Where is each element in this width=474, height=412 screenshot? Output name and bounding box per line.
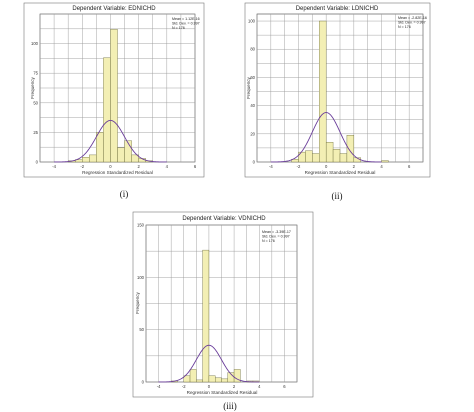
- panel-frame: [23, 2, 205, 178]
- x-axis-label: Regression Standardized Residual: [82, 170, 153, 175]
- chart-title: Dependent Variable: EDNICHD: [72, 6, 156, 12]
- x-tick-label: 6: [283, 384, 286, 389]
- y-axis-label: Frequency: [30, 76, 35, 98]
- y-tick-label: 0: [142, 380, 145, 385]
- y-tick-label: 75: [33, 71, 38, 76]
- stats-mean: Mean = -3.39E-17: [262, 230, 291, 234]
- y-tick-label: 40: [250, 103, 255, 108]
- x-tick-label: 4: [258, 384, 261, 389]
- y-tick-label: 50: [33, 100, 38, 105]
- x-tick-label: -2: [182, 384, 186, 389]
- histogram-bar: [202, 249, 210, 383]
- histogram-bar: [312, 153, 320, 163]
- panel-caption: (ii): [332, 191, 343, 201]
- x-tick-label: 6: [408, 164, 411, 169]
- x-axis-label: Regression Standardized Residual: [187, 390, 258, 395]
- x-tick-label: 2: [233, 384, 236, 389]
- histogram-bar: [124, 140, 132, 163]
- histogram-panel-vdn: Dependent Variable: VDNICHD 0 50 100 150 -4 -…: [132, 211, 314, 398]
- histogram-bar: [319, 20, 327, 163]
- histogram-panel-edn: Dependent Variable: EDNICHD 0 25 50 75 100 -4…: [23, 2, 205, 178]
- stats-box: Mean = 1.12E-16 Std. Dev. = 0.997 N = 17…: [172, 17, 200, 30]
- histogram-bar: [221, 378, 228, 383]
- normal-curve: [158, 344, 260, 383]
- x-tick-label: -2: [80, 164, 84, 169]
- y-tick-label: 100: [31, 41, 39, 46]
- y-tick-label: 20: [250, 131, 255, 136]
- histogram-bar: [346, 135, 355, 163]
- histogram-bar: [189, 369, 197, 383]
- histogram-bar: [381, 160, 389, 163]
- stats-box: Mean = -3.39E-17 Std. Dev. = 0.997 N = 1…: [262, 230, 291, 243]
- x-tick-label: 4: [380, 164, 383, 169]
- chart-title: Dependent Variable: VDNICHD: [182, 216, 266, 222]
- histogram-bar: [89, 154, 97, 163]
- panel-caption: (i): [120, 189, 129, 199]
- histogram-bar: [305, 150, 313, 163]
- histogram-panel-ldn: Dependent Variable: LDNICHD 020406080100…: [244, 2, 431, 178]
- y-tick-label: 25: [33, 130, 38, 135]
- x-tick-label: 0: [208, 384, 211, 389]
- histogram-bar: [117, 147, 125, 163]
- x-tick-label: 2: [137, 164, 140, 169]
- x-tick-label: 2: [353, 164, 356, 169]
- stats-std: Std. Dev. = 0.997: [172, 22, 200, 26]
- y-tick-label: 0: [36, 160, 39, 165]
- panel-frame: [244, 2, 431, 178]
- histogram-bar: [110, 29, 118, 163]
- panel-caption: (iii): [223, 401, 237, 411]
- histogram-bar: [339, 153, 348, 163]
- histogram-bar: [215, 377, 222, 383]
- histogram-bar: [233, 369, 241, 383]
- normal-curve: [270, 112, 382, 163]
- x-tick-label: 4: [166, 164, 169, 169]
- histogram-bar: [332, 149, 341, 163]
- y-axis-label: Frequency: [135, 291, 140, 313]
- stats-n: N = 176: [398, 25, 411, 29]
- y-tick-label: 60: [250, 75, 255, 80]
- y-axis-label: Frequency: [246, 76, 251, 98]
- y-tick-label: 150: [137, 223, 145, 228]
- y-tick-label: 100: [248, 19, 256, 24]
- histogram-bar: [325, 142, 334, 163]
- normal-curve: [54, 119, 167, 163]
- y-tick-label: 100: [137, 275, 145, 280]
- x-tick-label: -4: [157, 384, 161, 389]
- panel-frame: [132, 211, 314, 398]
- histogram-bar: [82, 157, 90, 163]
- stats-mean: Mean = -2.82E-16: [398, 16, 427, 20]
- stats-n: N = 176: [262, 239, 275, 243]
- stats-std: Std. Dev. = 0.997: [262, 235, 290, 239]
- histogram-bar: [196, 379, 203, 383]
- histogram-bar: [96, 132, 104, 163]
- stats-mean: Mean = 1.12E-16: [172, 17, 200, 21]
- histogram-bar: [103, 57, 111, 163]
- y-tick-label: 0: [253, 160, 256, 165]
- y-tick-label: 50: [139, 327, 144, 332]
- chart-title: Dependent Variable: LDNICHD: [296, 6, 379, 12]
- histogram-bar: [208, 375, 216, 383]
- x-tick-label: -2: [297, 164, 301, 169]
- x-tick-label: 0: [109, 164, 112, 169]
- x-tick-label: -4: [269, 164, 273, 169]
- stats-box: Mean = -2.82E-16 Std. Dev. = 0.997 N = 1…: [398, 16, 427, 29]
- stats-n: N = 176: [172, 26, 185, 30]
- x-tick-label: 0: [325, 164, 328, 169]
- x-axis-label: Regression Standardized Residual: [305, 170, 376, 175]
- y-tick-label: 80: [250, 47, 255, 52]
- stats-std: Std. Dev. = 0.997: [398, 21, 426, 25]
- x-tick-label: 6: [194, 164, 197, 169]
- x-tick-label: -4: [52, 164, 56, 169]
